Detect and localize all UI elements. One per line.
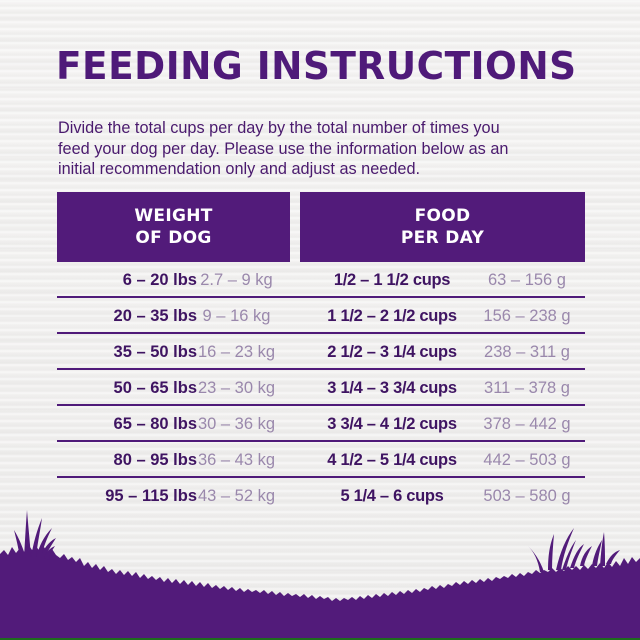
weight-kg-cell: 36 – 43 kg [197,451,276,469]
weight-lbs-cell: 50 – 65 lbs [113,379,197,397]
table-row: 65 – 80 lbs 30 – 36 kg 3 3/4 – 4 1/2 cup… [57,406,585,442]
feeding-table: WEIGHT OF DOG FOOD PER DAY 6 – 20 lbs 2.… [57,192,585,514]
header-weight-line: WEIGHT [134,206,213,226]
weight-lbs-cell: 80 – 95 lbs [113,451,197,469]
weight-kg-cell: 16 – 23 kg [197,343,276,361]
food-cups-cell: 5 1/4 – 6 cups [340,487,444,505]
food-grams-cell: 503 – 580 g [483,487,571,505]
food-grams-cell: 156 – 238 g [483,307,571,325]
table-row: 50 – 65 lbs 23 – 30 kg 3 1/4 – 3 3/4 cup… [57,370,585,406]
page-title: FEEDING INSTRUCTIONS [56,44,577,88]
table-row: 80 – 95 lbs 36 – 43 kg 4 1/2 – 5 1/4 cup… [57,442,585,478]
table-header: WEIGHT OF DOG FOOD PER DAY [57,192,585,262]
food-cups-cell: 2 1/2 – 3 1/4 cups [327,343,457,361]
header-food-per-day: FOOD PER DAY [300,192,585,262]
weight-lbs-cell: 65 – 80 lbs [113,415,197,433]
food-cups-cell: 1 1/2 – 2 1/2 cups [327,307,457,325]
header-food-line: PER DAY [400,228,485,248]
weight-lbs-cell: 35 – 50 lbs [113,343,197,361]
food-grams-cell: 63 – 156 g [488,271,566,289]
grass-silhouette-icon [0,510,640,640]
header-weight-line: OF DOG [135,228,212,248]
food-grams-cell: 238 – 311 g [484,343,570,361]
food-cups-cell: 1/2 – 1 1/2 cups [333,271,451,289]
weight-lbs-cell: 6 – 20 lbs [122,271,197,289]
weight-lbs-cell: 20 – 35 lbs [113,307,197,325]
weight-kg-cell: 23 – 30 kg [197,379,276,397]
weight-kg-cell: 2.7 – 9 kg [200,271,273,289]
food-grams-cell: 378 – 442 g [483,415,571,433]
weight-lbs-cell: 95 – 115 lbs [105,487,197,505]
food-grams-cell: 442 – 503 g [483,451,571,469]
header-food-line: FOOD [414,206,471,226]
intro-line: initial recommendation only and adjust a… [58,160,421,178]
intro-line: feed your dog per day. Please use the in… [58,139,509,158]
header-weight-of-dog: WEIGHT OF DOG [57,192,290,262]
table-row: 35 – 50 lbs 16 – 23 kg 2 1/2 – 3 1/4 cup… [57,334,585,370]
food-grams-cell: 311 – 378 g [484,379,570,397]
food-cups-cell: 4 1/2 – 5 1/4 cups [327,451,457,469]
food-cups-cell: 3 1/4 – 3 3/4 cups [327,379,457,397]
food-cups-cell: 3 3/4 – 4 1/2 cups [327,415,457,433]
intro-line: Divide the total cups per day by the tot… [58,119,500,137]
weight-kg-cell: 43 – 52 kg [197,487,276,505]
intro-paragraph: Divide the total cups per day by the tot… [58,118,598,180]
table-row: 95 – 115 lbs 43 – 52 kg 5 1/4 – 6 cups 5… [57,478,585,514]
table-row: 6 – 20 lbs 2.7 – 9 kg 1/2 – 1 1/2 cups 6… [57,262,585,298]
weight-kg-cell: 9 – 16 kg [202,307,271,325]
table-row: 20 – 35 lbs 9 – 16 kg 1 1/2 – 2 1/2 cups… [57,298,585,334]
weight-kg-cell: 30 – 36 kg [197,415,276,433]
ground-line [0,638,640,640]
